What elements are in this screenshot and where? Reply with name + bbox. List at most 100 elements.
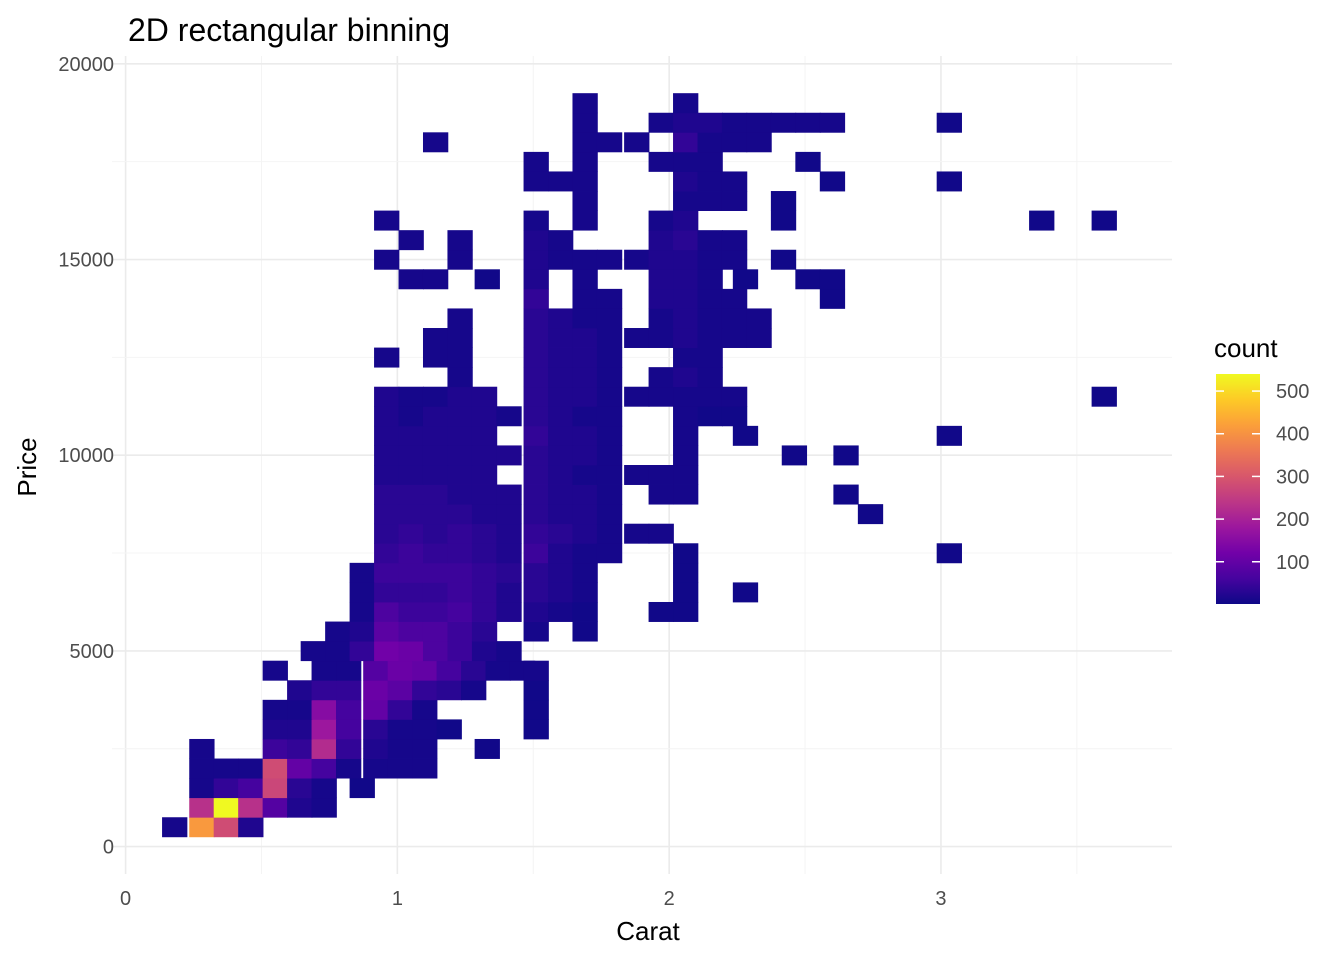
heatmap-bin xyxy=(412,680,438,701)
heatmap-bin xyxy=(523,680,549,701)
heatmap-bin xyxy=(398,504,424,525)
heatmap-bin xyxy=(287,719,313,740)
heatmap-bin xyxy=(398,621,424,642)
heatmap-bin xyxy=(523,543,549,564)
heatmap-bin xyxy=(936,112,962,133)
heatmap-bin xyxy=(523,660,549,681)
y-tick-label: 0 xyxy=(103,837,114,859)
y-tick-label: 20000 xyxy=(58,54,114,76)
heatmap-bin xyxy=(412,660,438,681)
heatmap-bin xyxy=(746,132,772,153)
heatmap-bin xyxy=(471,641,498,662)
heatmap-bin xyxy=(422,406,449,427)
heatmap-bin xyxy=(363,719,389,740)
heatmap-bin xyxy=(523,484,549,505)
heatmap-bin xyxy=(436,680,462,701)
heatmap-bin xyxy=(374,562,400,583)
heatmap-bin xyxy=(697,406,723,427)
heatmap-bin xyxy=(336,719,362,740)
heatmap-bin xyxy=(721,230,748,251)
heatmap-bin xyxy=(732,582,759,603)
heatmap-bin xyxy=(471,543,498,564)
heatmap-bin xyxy=(572,543,598,564)
heatmap-bin xyxy=(398,641,424,662)
heatmap-bin xyxy=(523,523,549,544)
heatmap-bin xyxy=(572,93,598,114)
heatmap-bin xyxy=(673,543,699,564)
heatmap-bin xyxy=(572,288,598,309)
heatmap-bin xyxy=(471,406,498,427)
heatmap-bin xyxy=(436,660,462,681)
heatmap-bin xyxy=(412,758,438,779)
heatmap-bin xyxy=(374,406,400,427)
heatmap-bin xyxy=(673,445,699,466)
heatmap-bin xyxy=(422,582,449,603)
heatmap-bin xyxy=(262,738,288,759)
heatmap-bin xyxy=(795,269,821,290)
heatmap-bin xyxy=(523,504,549,525)
heatmap-bin xyxy=(471,621,498,642)
heatmap-bin xyxy=(422,425,449,446)
heatmap-bin xyxy=(572,347,598,368)
heatmap-bin xyxy=(422,523,449,544)
heatmap-bin xyxy=(548,484,574,505)
heatmap-bin xyxy=(523,367,549,388)
heatmap-bin xyxy=(447,465,473,485)
heatmap-bin xyxy=(238,817,264,838)
chart-title: 2D rectangular binning xyxy=(128,12,450,48)
heatmap-bin xyxy=(833,484,859,505)
heatmap-bin xyxy=(471,445,498,466)
heatmap-bin xyxy=(374,582,400,603)
heatmap-bin xyxy=(189,758,215,779)
heatmap-bin xyxy=(262,699,288,720)
heatmap-bin xyxy=(596,328,623,348)
y-axis-ticks: 0 5000 10000 15000 20000 xyxy=(58,54,114,859)
heatmap-bin xyxy=(311,797,337,818)
heatmap-bin xyxy=(311,778,337,799)
heatmap-bin xyxy=(496,406,522,427)
heatmap-bin xyxy=(447,562,473,583)
heatmap-bin xyxy=(673,367,699,388)
heatmap-bin xyxy=(447,504,473,525)
heatmap-bin xyxy=(673,191,699,211)
heatmap-bin xyxy=(311,758,337,779)
heatmap-bin xyxy=(523,425,549,446)
heatmap-bin xyxy=(422,347,449,368)
heatmap-bin xyxy=(572,523,598,544)
legend-ticks: 100 200 300 400 500 xyxy=(1216,381,1309,574)
heatmap-bin xyxy=(819,269,846,290)
heatmap-bin xyxy=(548,504,574,525)
heatmap-bin xyxy=(422,562,449,583)
heatmap-bin xyxy=(572,151,598,172)
heatmap-bin xyxy=(673,484,699,505)
heatmap-bin xyxy=(398,465,424,485)
heatmap-bin xyxy=(474,738,500,759)
heatmap-bin xyxy=(398,543,424,564)
heatmap-bin xyxy=(311,660,337,681)
heatmap-bin xyxy=(336,680,362,701)
heatmap-bin xyxy=(398,582,424,603)
heatmap-bin xyxy=(548,171,574,192)
heatmap-bin xyxy=(548,523,574,544)
heatmap-bin xyxy=(422,386,449,407)
legend-title: count xyxy=(1214,333,1278,363)
heatmap-bin xyxy=(447,230,473,251)
heatmap-bin xyxy=(572,621,598,642)
heatmap-bin xyxy=(523,699,549,720)
heatmap-bin xyxy=(262,758,288,779)
heatmap-bin xyxy=(213,758,240,779)
heatmap-bin xyxy=(721,171,748,192)
heatmap-bin xyxy=(697,132,723,153)
heatmap-bin xyxy=(673,308,699,329)
heatmap-bin xyxy=(596,367,623,388)
x-axis-title: Carat xyxy=(616,916,680,946)
heatmap-bin xyxy=(548,601,574,622)
heatmap-bin xyxy=(572,171,598,192)
heatmap-bin xyxy=(412,699,438,720)
heatmap-bin xyxy=(422,445,449,466)
heatmap-bin xyxy=(572,425,598,446)
heatmap-bin xyxy=(496,445,522,466)
heatmap-bin xyxy=(673,93,699,114)
heatmap-bin xyxy=(523,601,549,622)
